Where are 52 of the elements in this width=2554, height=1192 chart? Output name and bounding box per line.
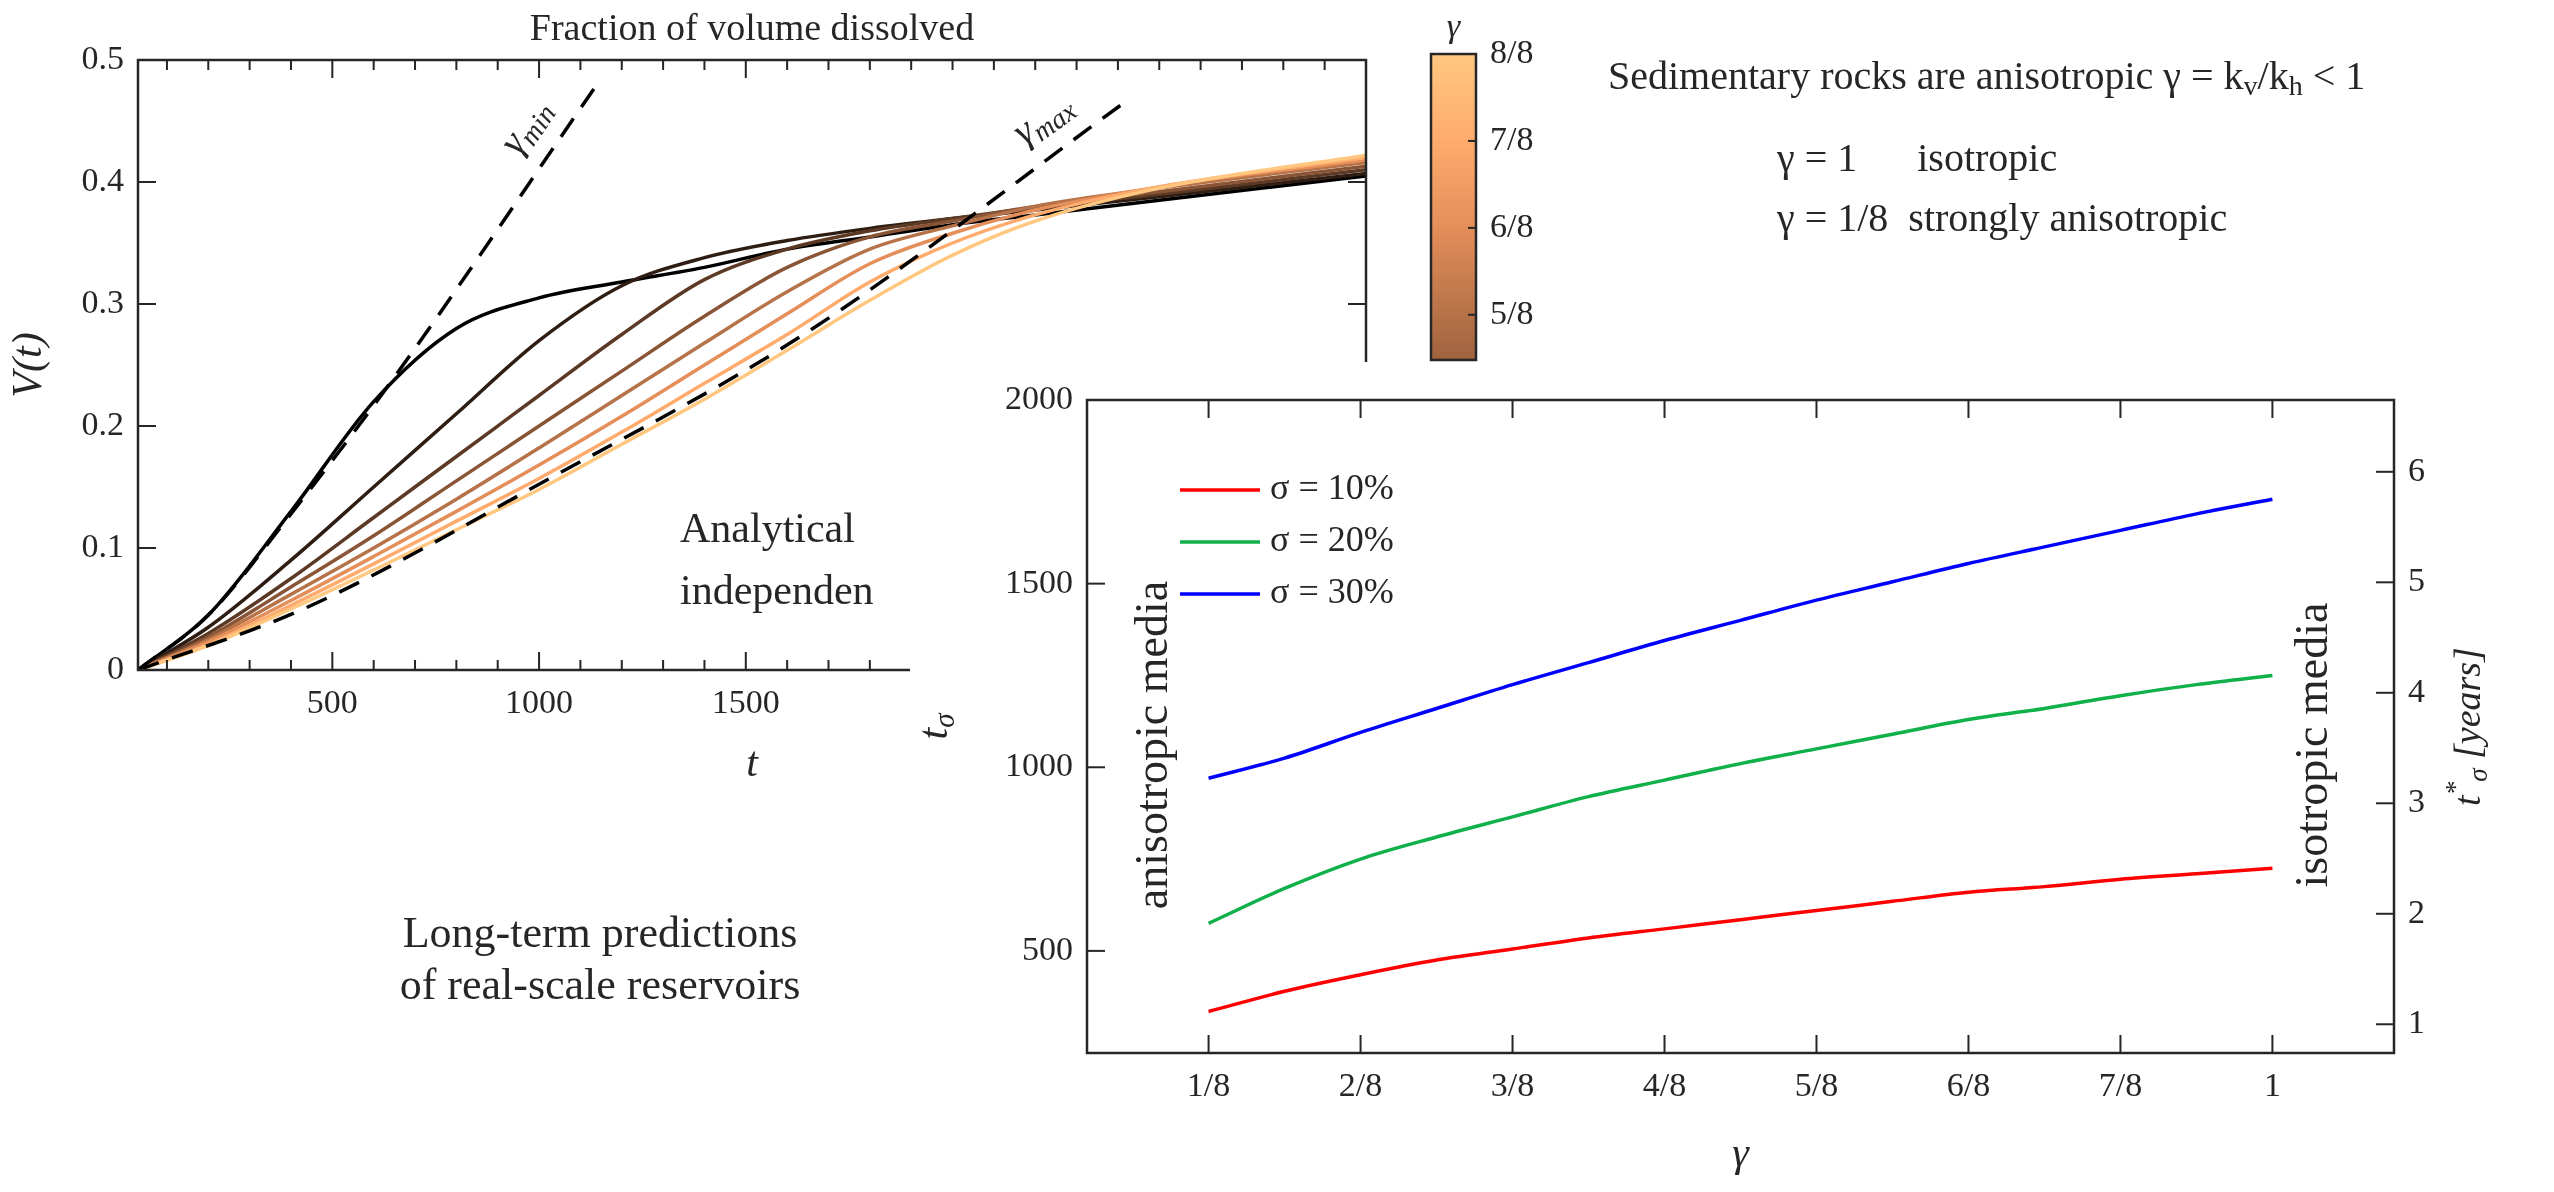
x-axis-title: t xyxy=(746,739,760,786)
color-bar-label: 8/8 xyxy=(1490,32,1534,70)
x-tick-label: 1000 xyxy=(505,683,574,721)
text: γmin xyxy=(488,98,562,162)
y2-tick-label: 5 xyxy=(2408,561,2425,599)
y-tick-label: 0 xyxy=(107,648,124,686)
y-axis-title: V(t) xyxy=(4,332,52,398)
y-tick-label: 0.3 xyxy=(81,282,124,320)
line-series xyxy=(1206,866,2275,1014)
y-tick-label: 1500 xyxy=(1005,562,1073,600)
x-tick-label: 2/8 xyxy=(1338,1066,1383,1104)
x-tick-label: 4/8 xyxy=(1642,1066,1687,1104)
x-tick-label: 500 xyxy=(306,683,358,721)
color-bar-label: 5/8 xyxy=(1490,293,1534,331)
chart-title: Fraction of volume dissolved xyxy=(529,5,975,48)
legend-label: σ = 30% xyxy=(1270,571,1394,612)
y2-tick-label: 4 xyxy=(2408,671,2425,709)
annotation: Analytical independen xyxy=(680,505,874,614)
y-tick-label: 2000 xyxy=(1005,378,1073,416)
y-tick-label: 0.4 xyxy=(81,160,124,198)
y-tick-label: 1000 xyxy=(1005,746,1073,784)
y2-tick-label: 3 xyxy=(2408,782,2425,820)
x-tick-label: 1/8 xyxy=(1186,1066,1231,1104)
x-tick-label: 1500 xyxy=(711,683,780,721)
color-bar-title: γ xyxy=(1446,6,1462,44)
legend-label: σ = 10% xyxy=(1270,467,1394,508)
x-tick-label: 1 xyxy=(2263,1066,2281,1104)
text: γ = 1/8 strongly anisotropic xyxy=(1776,194,2228,240)
y-tick-label: 500 xyxy=(1022,929,1073,967)
y-tick-label: 0.5 xyxy=(81,38,124,76)
y-tick-label: 0.1 xyxy=(81,526,124,564)
line-series xyxy=(1206,497,2275,781)
y2-tick-label: 6 xyxy=(2408,450,2425,488)
text: γ = 1 isotropic xyxy=(1776,134,2058,180)
y-axis-title: tσ xyxy=(910,711,961,740)
annotation: anisotropic media xyxy=(1126,580,1178,910)
text: γmax xyxy=(1003,94,1083,154)
y2-tick-label: 1 xyxy=(2408,1003,2425,1041)
line-series xyxy=(1206,673,2275,926)
annotation: isotropic media xyxy=(2286,602,2338,888)
x-tick-label: 6/8 xyxy=(1946,1066,1991,1104)
x-tick-label: 5/8 xyxy=(1794,1066,1839,1104)
x-axis-title: γ xyxy=(1732,1129,1751,1176)
y2-axis-title: t*σ [years] xyxy=(2439,647,2493,806)
legend-label: σ = 20% xyxy=(1270,519,1394,560)
color-bar-label: 6/8 xyxy=(1490,206,1534,244)
y2-tick-label: 2 xyxy=(2408,892,2425,930)
color-bar-label: 7/8 xyxy=(1490,119,1534,157)
x-tick-label: 3/8 xyxy=(1490,1066,1535,1104)
text: Long-term predictions of real-scale reservoirs xyxy=(399,907,801,1009)
x-tick-label: 7/8 xyxy=(2098,1066,2143,1104)
y-tick-label: 0.2 xyxy=(81,404,124,442)
